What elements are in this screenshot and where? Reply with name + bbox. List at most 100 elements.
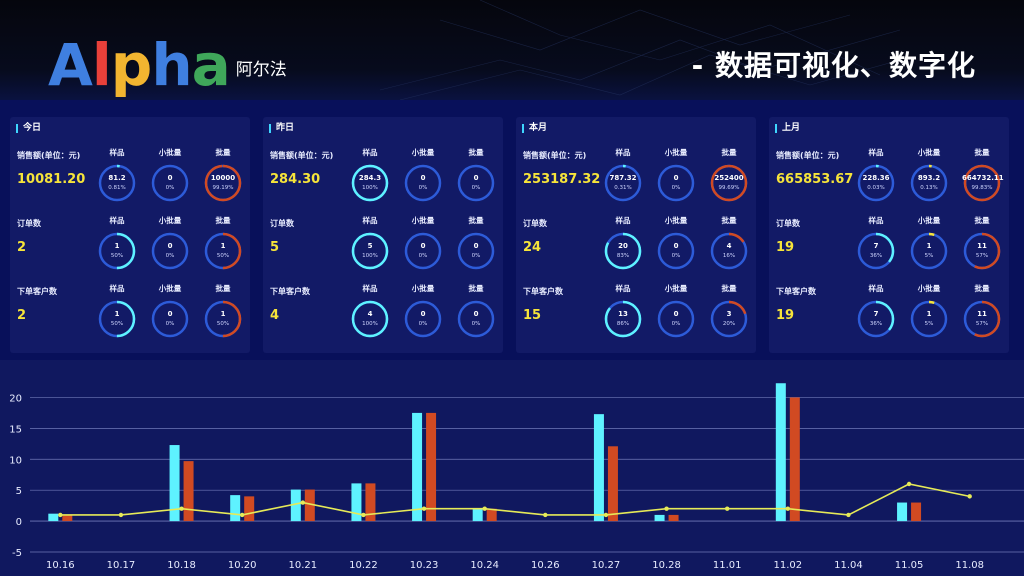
ring-gauge-value: 1 bbox=[926, 310, 932, 318]
chart-bar bbox=[169, 445, 180, 522]
ring-gauge-header: 样品 bbox=[362, 216, 378, 225]
ring-gauge-svg bbox=[857, 300, 895, 338]
ring-progress-arc bbox=[204, 232, 242, 270]
x-tick-label: 10.22 bbox=[349, 560, 378, 571]
ring-gauge: 样品 81.2 0.81% bbox=[97, 147, 137, 203]
ring-gauge-percent: 99.69% bbox=[718, 185, 740, 191]
ring-track bbox=[657, 232, 695, 270]
ring-track bbox=[457, 164, 495, 202]
ring-progress-arc bbox=[204, 164, 242, 202]
ring-gauge-svg bbox=[98, 300, 136, 338]
ring-track bbox=[604, 164, 642, 202]
ring-gauge: 样品 7 36% bbox=[856, 215, 896, 271]
ring-gauge-percent: 0% bbox=[671, 321, 681, 327]
chart-bar bbox=[351, 483, 362, 522]
stat-label: 销售额(单位：元) bbox=[270, 151, 334, 160]
ring-gauge: 小批量 0 0% bbox=[656, 147, 696, 203]
stat-value: 253187.32 bbox=[523, 172, 601, 187]
trend-chart: -5 0 5 10 15 20 10.16 10.17 10.18 10.20 10.21 10.22… bbox=[0, 360, 1024, 576]
page-slogan: - 数据可视化、数字化 bbox=[691, 49, 976, 82]
trend-chart-svg: -5 0 5 10 15 20 10.16 10.17 10.18 10.20 10.21 10.22… bbox=[9, 383, 1024, 571]
ring-gauge-percent: 5% bbox=[924, 321, 934, 327]
stat-row: 下单客户数 15 样品 13 86% 小批量 0 0% 批量 3 20% bbox=[516, 283, 756, 349]
ring-track bbox=[404, 232, 442, 270]
chart-point bbox=[482, 506, 487, 511]
ring-gauge-svg bbox=[657, 300, 695, 338]
ring-gauge-value: 787.32 bbox=[609, 174, 637, 182]
ring-gauge-body: 284.3 100% bbox=[350, 163, 390, 203]
ring-gauge-body: 1 5% bbox=[909, 231, 949, 271]
ring-gauge-svg bbox=[404, 300, 442, 338]
chart-point bbox=[239, 512, 245, 518]
ring-gauge-svg bbox=[98, 232, 136, 270]
ring-gauge-percent: 99.83% bbox=[971, 185, 993, 191]
ring-gauge-percent: 100% bbox=[362, 253, 378, 259]
ring-gauge-value: 81.2 bbox=[108, 174, 126, 182]
ring-progress-arc bbox=[710, 164, 748, 202]
ring-gauge-header: 批量 bbox=[721, 148, 737, 157]
stat-value: 10081.20 bbox=[17, 172, 86, 187]
ring-progress-arc bbox=[710, 232, 748, 270]
ring-gauge-value: 0 bbox=[473, 242, 479, 250]
ring-gauge: 样品 284.3 100% bbox=[350, 147, 390, 203]
chart-bar bbox=[607, 446, 618, 522]
ring-gauge-body: 5 100% bbox=[350, 231, 390, 271]
ring-gauge-header: 小批量 bbox=[411, 216, 435, 225]
ring-progress-arc bbox=[910, 164, 948, 202]
x-tick-label: 11.01 bbox=[713, 560, 742, 571]
logo-letter: a bbox=[191, 31, 231, 99]
chart-bar bbox=[244, 496, 255, 522]
ring-track bbox=[910, 164, 948, 202]
ring-gauge-svg bbox=[204, 300, 242, 338]
alpha-logo: Alpha 阿尔法 bbox=[48, 32, 287, 94]
stat-label: 下单客户数 bbox=[17, 287, 57, 296]
ring-gauge-header: 批量 bbox=[215, 284, 231, 293]
ring-gauge-value: 5 bbox=[367, 242, 373, 250]
ring-gauge-value: 1 bbox=[220, 242, 226, 250]
ring-progress-arc bbox=[710, 300, 748, 338]
ring-progress-arc bbox=[963, 164, 1001, 202]
stat-row: 订单数 19 样品 7 36% 小批量 1 5% 批量 11 57% bbox=[769, 215, 1009, 281]
ring-gauge-percent: 83% bbox=[616, 253, 630, 259]
ring-gauge-svg bbox=[657, 232, 695, 270]
ring-gauge-header: 批量 bbox=[215, 216, 231, 225]
ring-gauge-body: 11 57% bbox=[962, 231, 1002, 271]
ring-gauge-value: 0 bbox=[420, 174, 426, 182]
ring-gauge-percent: 50% bbox=[110, 253, 124, 259]
ring-gauge-header: 样品 bbox=[362, 148, 378, 157]
stat-row: 销售额(单位：元) 253187.32 样品 787.32 0.31% 小批量 0 0% 批量 2… bbox=[516, 147, 756, 213]
ring-gauge: 样品 20 83% bbox=[603, 215, 643, 271]
stat-label: 订单数 bbox=[523, 219, 547, 228]
ring-progress-arc bbox=[857, 232, 895, 270]
x-tick-label: 10.18 bbox=[167, 560, 196, 571]
ring-gauge-percent: 0% bbox=[165, 321, 175, 327]
stat-value: 284.30 bbox=[270, 172, 321, 187]
ring-gauge-header: 小批量 bbox=[158, 216, 182, 225]
card-title: 本月 bbox=[522, 124, 547, 133]
stat-value: 24 bbox=[523, 240, 542, 255]
x-tick-label: 10.20 bbox=[228, 560, 257, 571]
stat-label: 销售额(单位：元) bbox=[523, 151, 587, 160]
ring-gauge-body: 4 16% bbox=[709, 231, 749, 271]
ring-gauge: 样品 1 50% bbox=[97, 283, 137, 339]
ring-gauge: 批量 11 57% bbox=[962, 215, 1002, 271]
chart-bar bbox=[62, 514, 73, 522]
ring-gauge-body: 1 50% bbox=[97, 231, 137, 271]
ring-gauge-svg bbox=[351, 164, 389, 202]
stat-row: 下单客户数 4 样品 4 100% 小批量 0 0% 批量 0 0% bbox=[263, 283, 503, 349]
ring-gauge-header: 样品 bbox=[615, 216, 631, 225]
y-tick-label: 5 bbox=[16, 486, 22, 497]
ring-gauge-header: 小批量 bbox=[411, 284, 435, 293]
ring-gauge-svg bbox=[910, 300, 948, 338]
ring-gauge: 样品 1 50% bbox=[97, 215, 137, 271]
ring-gauge-body: 3 20% bbox=[709, 299, 749, 339]
ring-progress-arc bbox=[857, 164, 895, 202]
ring-progress-arc bbox=[204, 300, 242, 338]
ring-gauge-percent: 0.13% bbox=[920, 185, 938, 191]
ring-gauge-header: 批量 bbox=[721, 284, 737, 293]
ring-gauge-value: 228.36 bbox=[862, 174, 890, 182]
ring-gauge: 批量 0 0% bbox=[456, 147, 496, 203]
ring-gauge-value: 11 bbox=[977, 242, 987, 250]
ring-gauge-percent: 50% bbox=[110, 321, 124, 327]
chart-bar bbox=[593, 414, 604, 522]
